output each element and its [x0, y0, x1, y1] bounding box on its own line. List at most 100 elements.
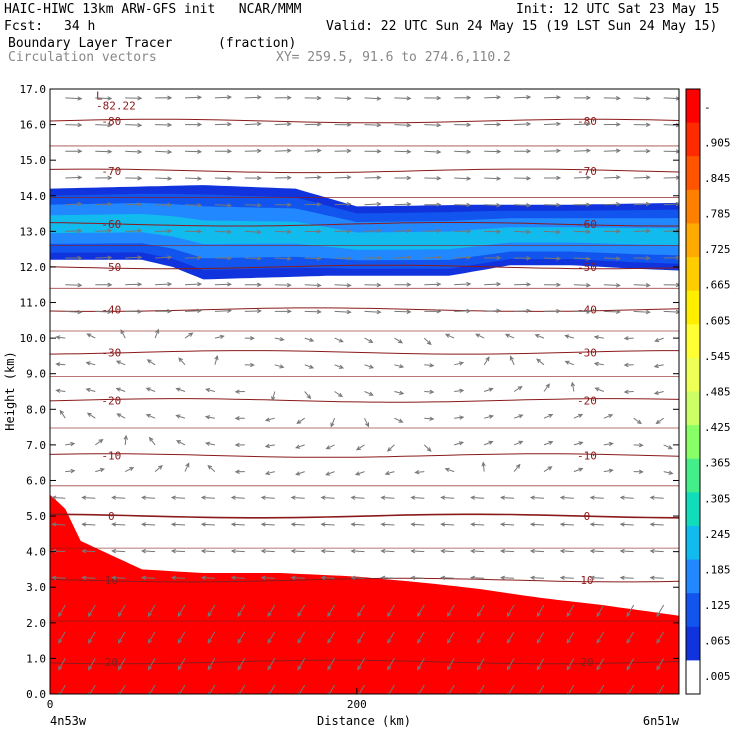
contour-label: 20 [580, 656, 593, 669]
circulation-vector [274, 229, 292, 235]
circulation-vector [214, 308, 233, 314]
circulation-vector [214, 229, 233, 235]
circulation-vector [155, 202, 173, 208]
circulation-vector [207, 464, 216, 472]
circulation-vector [154, 465, 163, 472]
circulation-vector [95, 255, 113, 260]
circulation-vector [475, 333, 485, 339]
circulation-vector [476, 658, 485, 671]
y-tick-label: 3.0 [26, 581, 46, 594]
circulation-vector [123, 434, 128, 445]
circulation-vector [304, 391, 312, 400]
circulation-vector [350, 575, 365, 581]
circulation-vector [81, 522, 96, 527]
circulation-vector [111, 495, 126, 500]
circulation-vector [334, 391, 344, 398]
circulation-vector [364, 149, 382, 154]
circulation-vector [543, 440, 554, 446]
colorbar-frame [685, 88, 701, 695]
circulation-vector [364, 391, 374, 396]
circulation-vector [88, 658, 96, 671]
circulation-vector [603, 441, 614, 447]
contour-label: -80 [577, 115, 597, 128]
circulation-vector [330, 418, 336, 428]
circulation-vector [514, 203, 532, 208]
circulation-vector [334, 256, 352, 261]
circulation-vector [155, 255, 173, 260]
circulation-vector [656, 658, 665, 671]
circulation-vector [95, 122, 113, 128]
circulation-vector [304, 256, 322, 261]
circulation-vector [410, 548, 425, 554]
circulation-vector [327, 631, 336, 644]
circulation-vector [603, 229, 621, 234]
circulation-vector [140, 548, 156, 554]
circulation-vector [655, 417, 664, 425]
circulation-vector [115, 387, 126, 392]
circulation-vector [230, 575, 245, 581]
circulation-vector [656, 631, 665, 644]
circulation-vector [364, 96, 382, 101]
circulation-vector [603, 283, 621, 288]
circulation-vector [364, 417, 369, 428]
circulation-vector [200, 575, 215, 581]
circulation-vector [454, 388, 465, 394]
circulation-vector [559, 495, 574, 500]
circulation-vector [155, 228, 173, 234]
circulation-vector [234, 389, 245, 394]
circulation-vector [573, 467, 584, 473]
contour-label: 20 [105, 656, 118, 669]
field-name: Boundary Layer Tracer [8, 36, 173, 51]
circulation-vector [154, 328, 160, 339]
circulation-vector [454, 441, 465, 446]
circulation-vector [559, 522, 574, 527]
circulation-vector [65, 149, 83, 154]
y-tick-label: 15.0 [20, 154, 47, 167]
field-units: (fraction) [218, 36, 297, 51]
circulation-vector [304, 148, 322, 153]
circulation-vector [267, 631, 276, 644]
circulation-vector [148, 436, 156, 446]
circulation-vector [175, 414, 186, 419]
circulation-vector [663, 470, 674, 475]
upper-layer-core [50, 214, 679, 250]
circulation-vector [534, 334, 545, 339]
circulation-vector [573, 121, 592, 127]
circulation-vector [364, 201, 382, 207]
contour-label: 0 [584, 510, 591, 523]
circulation-vector [117, 604, 126, 618]
circulation-vector [95, 439, 104, 446]
circulation-vector [663, 444, 673, 450]
circulation-vector [234, 442, 245, 448]
circulation-vector [440, 495, 455, 500]
circulation-vector [364, 175, 382, 180]
colorbar-label: .785 [704, 208, 731, 221]
circulation-vector [334, 96, 352, 101]
circulation-vector [155, 122, 173, 128]
colorbar-swatch [686, 324, 700, 359]
circulation-vector [184, 176, 203, 181]
circulation-vector [244, 148, 262, 154]
circulation-vector [623, 362, 634, 368]
y-tick-label: 1.0 [26, 652, 46, 665]
circulation-vector [234, 416, 245, 421]
circulation-vector [394, 96, 412, 101]
circulation-vector [146, 359, 156, 366]
colorbar-label: .485 [704, 386, 731, 399]
contour-label: 0 [108, 510, 115, 523]
circulation-vector [297, 631, 306, 644]
circulation-vector [184, 255, 203, 260]
circulation-vector [65, 468, 76, 474]
circulation-vector [633, 228, 651, 234]
circulation-vector [470, 495, 485, 500]
circulation-vector [95, 467, 105, 473]
circulation-vector [85, 361, 96, 366]
circulation-vector [230, 495, 245, 500]
circulation-vector [214, 334, 225, 339]
circulation-vector [619, 548, 634, 554]
circulation-vector [484, 229, 502, 234]
circulation-vector [593, 335, 604, 340]
circulation-vector [274, 256, 292, 261]
circulation-vector [264, 417, 275, 422]
